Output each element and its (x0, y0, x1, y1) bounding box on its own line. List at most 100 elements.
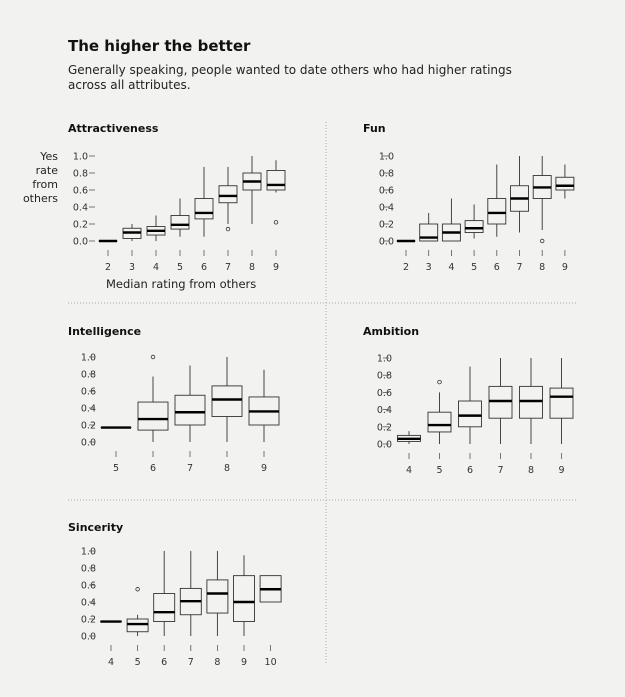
chart-title: The higher the better (68, 37, 251, 55)
y-tick-label: 0.0 (81, 632, 96, 643)
y-tick-label: 0.0 (81, 438, 96, 449)
box-iqr (174, 394, 206, 426)
y-tick-label: 0.0 (377, 440, 392, 451)
y-axis-title: from (32, 178, 58, 191)
y-tick-label: 0.8 (81, 370, 96, 381)
y-tick-label: 0.2 (81, 615, 96, 626)
y-tick-label: 0.6 (81, 581, 96, 592)
y-tick-label: 0.8 (379, 169, 394, 180)
x-tick-label: 9 (273, 262, 279, 273)
y-tick-label: 0.0 (73, 237, 88, 248)
x-tick-label: 6 (201, 262, 207, 273)
x-tick-label: 5 (436, 465, 442, 476)
x-tick-label: 8 (528, 465, 534, 476)
panel-title: Sincerity (68, 521, 123, 534)
y-tick-label: 1.0 (73, 152, 88, 163)
y-tick-label: 1.0 (379, 152, 394, 163)
x-tick-label: 2 (403, 262, 409, 273)
x-tick-label: 6 (161, 657, 167, 668)
y-tick-label: 0.4 (377, 405, 392, 416)
x-tick-label: 8 (214, 657, 220, 668)
y-tick-label: 0.4 (81, 404, 96, 415)
box-iqr (218, 185, 238, 204)
x-tick-label: 5 (113, 463, 119, 474)
chart-subtitle: Generally speaking, people wanted to dat… (68, 63, 512, 92)
box-outlier (540, 238, 545, 244)
x-axis-title: Median rating from others (106, 277, 256, 291)
panel-title: Intelligence (68, 325, 141, 338)
x-tick-label: 6 (150, 463, 156, 474)
x-tick-label: 5 (471, 262, 477, 273)
x-tick-label: 6 (467, 465, 473, 476)
box-iqr (194, 198, 214, 220)
y-axis-title: rate (36, 164, 59, 177)
x-tick-label: 9 (558, 465, 564, 476)
y-tick-label: 1.0 (81, 353, 96, 364)
x-tick-label: 4 (108, 657, 114, 668)
x-tick-label: 7 (187, 463, 193, 474)
box-outlier (437, 379, 442, 385)
y-tick-label: 0.6 (81, 387, 96, 398)
x-tick-label: 4 (406, 465, 412, 476)
x-tick-label: 9 (562, 262, 568, 273)
panel-title: Attractiveness (68, 122, 159, 135)
x-tick-label: 3 (426, 262, 432, 273)
x-tick-label: 9 (241, 657, 247, 668)
x-tick-label: 4 (153, 262, 159, 273)
box-iqr (488, 385, 513, 419)
box-outlier (135, 587, 140, 592)
box-iqr (170, 215, 190, 230)
x-tick-label: 7 (225, 262, 231, 273)
y-axis-title: others (23, 192, 58, 205)
box-iqr (137, 401, 169, 431)
y-tick-label: 0.4 (81, 598, 96, 609)
box-iqr (549, 387, 574, 419)
box-iqr (555, 176, 575, 191)
box-outlier (150, 354, 156, 360)
box-iqr (519, 385, 543, 419)
y-tick-label: 0.0 (379, 237, 394, 248)
x-tick-label: 10 (265, 657, 277, 668)
y-tick-label: 0.6 (379, 186, 394, 197)
y-tick-label: 0.4 (379, 203, 394, 214)
box-iqr (153, 593, 176, 622)
box-iqr (464, 220, 484, 233)
box-iqr (427, 411, 452, 433)
x-tick-label: 3 (129, 262, 135, 273)
x-tick-label: 9 (261, 463, 267, 474)
y-tick-label: 0.2 (377, 422, 392, 433)
box-outlier (225, 226, 231, 232)
y-tick-label: 0.6 (377, 388, 392, 399)
box-iqr (458, 400, 482, 428)
x-tick-label: 5 (177, 262, 183, 273)
box-iqr (126, 618, 149, 633)
y-tick-label: 0.4 (73, 203, 88, 214)
y-tick-label: 0.8 (377, 371, 392, 382)
x-tick-label: 8 (539, 262, 545, 273)
x-tick-label: 2 (105, 262, 111, 273)
y-tick-label: 0.2 (379, 220, 394, 231)
box-iqr (211, 385, 243, 417)
box-iqr (233, 575, 255, 623)
x-tick-label: 5 (135, 657, 141, 668)
x-tick-label: 4 (448, 262, 454, 273)
y-tick-label: 0.6 (73, 186, 88, 197)
x-tick-label: 7 (516, 262, 522, 273)
y-tick-label: 0.2 (81, 421, 96, 432)
box-outlier (273, 220, 279, 225)
y-tick-label: 0.8 (73, 169, 88, 180)
x-tick-label: 8 (249, 262, 255, 273)
panel-title: Fun (363, 122, 386, 135)
y-tick-label: 1.0 (81, 547, 96, 558)
x-tick-label: 8 (224, 463, 230, 474)
x-tick-label: 6 (494, 262, 500, 273)
y-tick-label: 0.2 (73, 220, 88, 231)
box-iqr (487, 198, 507, 225)
y-axis-title: Yes (39, 150, 58, 163)
panel-title: Ambition (363, 325, 419, 338)
y-tick-label: 1.0 (377, 354, 392, 365)
box-iqr (266, 169, 286, 191)
x-tick-label: 7 (497, 465, 503, 476)
box-iqr (206, 579, 229, 614)
